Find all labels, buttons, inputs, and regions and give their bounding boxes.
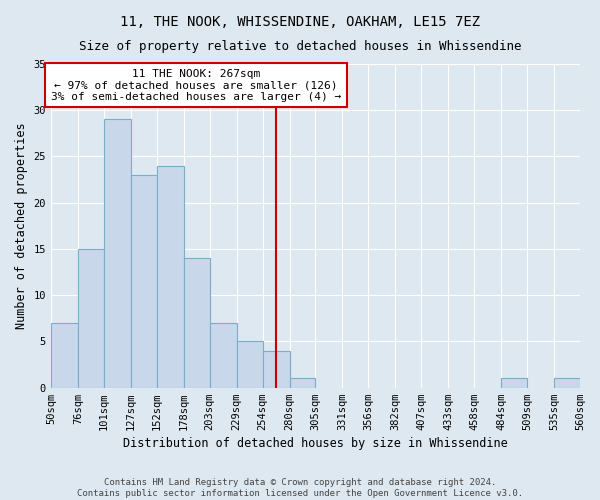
Bar <box>554 378 580 388</box>
Bar <box>104 120 131 388</box>
X-axis label: Distribution of detached houses by size in Whissendine: Distribution of detached houses by size … <box>123 437 508 450</box>
Bar <box>263 350 290 388</box>
Text: Size of property relative to detached houses in Whissendine: Size of property relative to detached ho… <box>79 40 521 53</box>
Bar <box>51 323 78 388</box>
Bar <box>157 166 184 388</box>
Y-axis label: Number of detached properties: Number of detached properties <box>15 122 28 329</box>
Bar <box>209 323 236 388</box>
Text: 11, THE NOOK, WHISSENDINE, OAKHAM, LE15 7EZ: 11, THE NOOK, WHISSENDINE, OAKHAM, LE15 … <box>120 15 480 29</box>
Bar <box>184 258 209 388</box>
Bar <box>78 249 104 388</box>
Bar <box>501 378 527 388</box>
Bar <box>236 342 263 388</box>
Bar <box>290 378 316 388</box>
Bar <box>131 175 157 388</box>
Text: Contains HM Land Registry data © Crown copyright and database right 2024.
Contai: Contains HM Land Registry data © Crown c… <box>77 478 523 498</box>
Text: 11 THE NOOK: 267sqm
← 97% of detached houses are smaller (126)
3% of semi-detach: 11 THE NOOK: 267sqm ← 97% of detached ho… <box>51 68 341 102</box>
